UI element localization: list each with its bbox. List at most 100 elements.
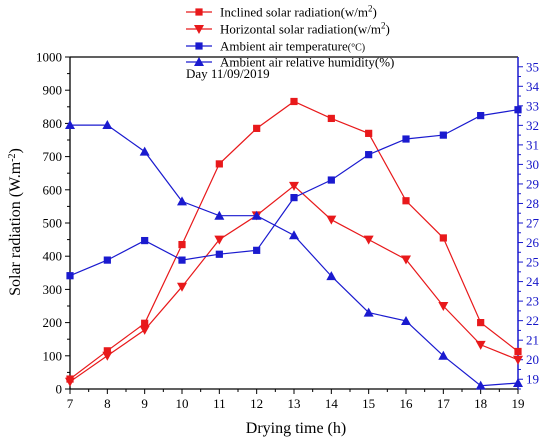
legend-label-3: Ambient air temperature(°C)	[220, 39, 365, 54]
series-3-point	[141, 236, 149, 245]
series-lines-group	[69, 100, 519, 387]
y-axis-left-title-sup: -2	[7, 153, 18, 161]
series-3-point	[215, 250, 223, 258]
y-axis-left-title: Solar radiation (W.m-2)	[7, 148, 25, 296]
series-3-point	[66, 272, 74, 280]
x-tick-label: 8	[104, 396, 111, 411]
series-4-point	[65, 120, 75, 130]
legend-marker-4	[194, 57, 204, 66]
series-2-point	[102, 351, 113, 361]
series-1-point	[514, 347, 522, 356]
legend-label-2: Horizontal solar radiation(w/m2)	[220, 21, 390, 37]
series-1-point	[103, 347, 111, 355]
series-1-point	[365, 129, 373, 137]
series-1-point	[439, 234, 447, 242]
y-left-tick-label: 600	[43, 182, 63, 197]
legend-label-superscript: 2	[368, 4, 373, 14]
series-3-point	[103, 256, 111, 264]
series-1-point	[327, 114, 335, 123]
y-axis-left-title-main: Solar radiation (W.m	[7, 161, 24, 296]
series-2-point	[139, 325, 150, 335]
legend-marker-2	[194, 25, 204, 34]
legend-label-name: Ambient air relative humidity(%)	[220, 55, 394, 70]
y-left-tick-label: 700	[43, 149, 63, 164]
x-tick-label: 16	[400, 396, 414, 411]
series-4-point	[251, 210, 262, 220]
y-right-tick-label: 32	[526, 118, 539, 133]
series-line-3	[69, 109, 519, 277]
series-3-point	[477, 111, 485, 120]
y-right-tick-label: 24	[526, 274, 540, 289]
x-tick-label: 19	[512, 396, 525, 411]
x-tick-label: 17	[437, 396, 451, 411]
y-right-tick-label: 35	[526, 59, 539, 74]
y-right-tick-label: 21	[526, 333, 539, 348]
series-4-point	[438, 350, 449, 360]
series-2-point	[363, 235, 374, 245]
series-3-point	[439, 131, 447, 139]
legend-marker-1	[195, 8, 203, 16]
legend-label-superscript: (°C)	[348, 43, 365, 54]
series-2-point	[214, 235, 225, 245]
y-right-tick-label: 27	[526, 216, 540, 231]
series-3-point	[402, 135, 410, 143]
x-tick-label: 7	[67, 396, 74, 411]
series-4-point	[289, 230, 299, 240]
y-right-tick-label: 31	[526, 137, 539, 152]
x-tick-label: 12	[250, 396, 263, 411]
series-markers-group	[65, 97, 523, 390]
chart-annotation: Day 11/09/2019	[186, 66, 270, 81]
legend-label-name: Inclined solar radiation(w/m	[220, 5, 368, 20]
y-right-tick-label: 28	[526, 196, 539, 211]
y-left-tick-label: 800	[43, 116, 63, 131]
y-left-tick-label: 100	[43, 348, 63, 363]
y-left-tick-label: 900	[43, 83, 63, 98]
x-tick-label: 14	[325, 396, 339, 411]
y-axis-left-title-close: )	[7, 148, 24, 153]
series-2-point	[65, 377, 75, 387]
y-right-tick-label: 23	[526, 294, 539, 309]
y-left-tick-label: 200	[43, 315, 63, 330]
y-right-tick-label: 20	[526, 352, 539, 367]
series-2-point	[289, 181, 299, 191]
x-tick-label: 9	[141, 396, 148, 411]
y-right-tick-label: 29	[526, 176, 539, 191]
legend-marker-3	[195, 42, 203, 50]
x-tick-label: 13	[288, 396, 301, 411]
series-3-point	[327, 176, 335, 184]
y-right-tick-label: 19	[526, 372, 539, 387]
series-4-point	[214, 210, 225, 220]
series-3-point	[290, 194, 298, 202]
series-3-point	[514, 106, 522, 114]
series-4-point	[139, 146, 150, 156]
series-3-point	[365, 151, 373, 159]
y-left-tick-label: 500	[43, 216, 63, 231]
y-right-tick-label: 22	[526, 313, 539, 328]
series-2-point	[177, 282, 187, 292]
legend-label-superscript: 2	[381, 21, 386, 31]
y-right-tick-label: 25	[526, 255, 539, 270]
series-4-point	[513, 378, 523, 388]
series-4-point	[363, 307, 374, 317]
y-right-tick-label: 30	[526, 157, 539, 172]
series-2-point	[401, 255, 411, 265]
x-tick-label: 18	[474, 396, 487, 411]
series-2-point	[438, 302, 449, 311]
y-right-tick-label: 34	[526, 79, 540, 94]
y-left-tick-label: 300	[43, 282, 63, 297]
series-1-point	[178, 240, 186, 249]
legend-label-1: Inclined solar radiation(w/m2)	[220, 4, 377, 20]
series-line-1	[69, 100, 519, 380]
series-4-point	[177, 196, 187, 206]
y-right-tick-label: 33	[526, 98, 539, 113]
legend-label-close: )	[386, 22, 390, 37]
x-tick-label: 15	[362, 396, 375, 411]
series-1-point	[290, 97, 298, 106]
y-right-tick-label: 26	[526, 235, 540, 250]
series-4-point	[102, 120, 113, 130]
axes-group: 7 8 9 10 11 12 13 14 15 16 17 18 19 0 100 200 300 400 500 6…	[36, 50, 540, 412]
y-left-tick-label: 400	[43, 249, 63, 264]
x-tick-label: 10	[176, 396, 189, 411]
series-line-2	[69, 185, 519, 383]
